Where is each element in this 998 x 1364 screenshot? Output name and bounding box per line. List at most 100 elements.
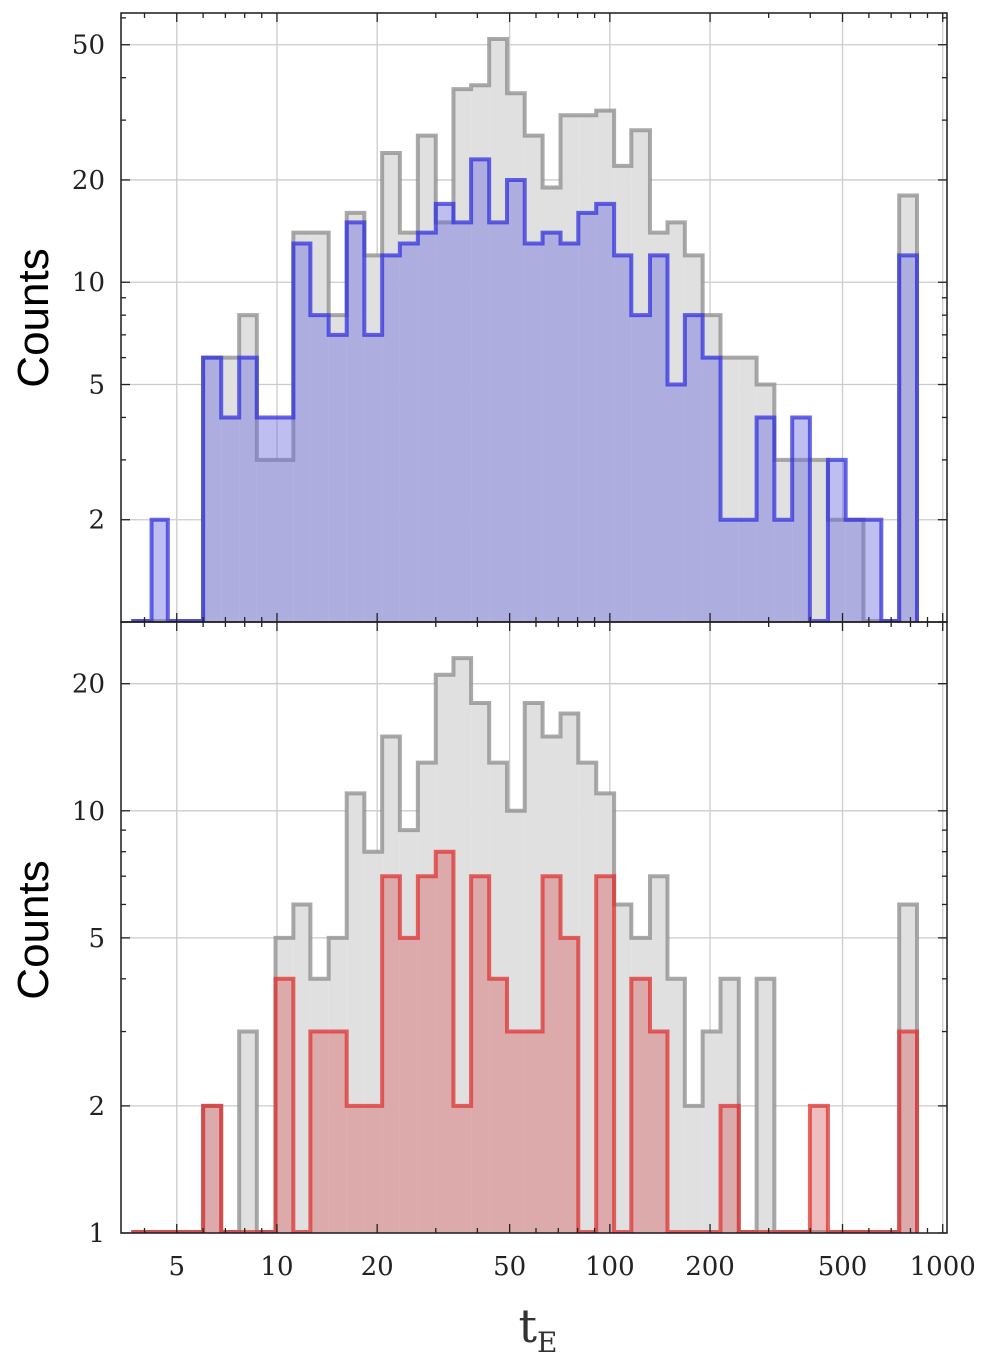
- y-tick-label: 5: [88, 371, 105, 401]
- histogram-bar: [489, 978, 508, 1233]
- histogram-bar: [507, 179, 525, 622]
- x-tick-label: 1000: [910, 1252, 976, 1282]
- histogram-bar: [578, 762, 597, 1233]
- histogram-bar: [275, 978, 294, 1233]
- plot-frame: [120, 621, 948, 1234]
- histogram-bar: [667, 978, 685, 1233]
- histogram-bar: [792, 459, 810, 622]
- histogram-bar: [667, 222, 685, 622]
- histogram-bar: [578, 212, 597, 622]
- y-tick-label: 20: [72, 166, 105, 196]
- x-tick-label: 10: [260, 1252, 293, 1282]
- histogram-bar: [293, 232, 311, 622]
- histogram-bar: [435, 851, 454, 1233]
- histogram-bar: [382, 255, 400, 622]
- y-tick-label: 2: [88, 506, 105, 536]
- histogram-bar: [256, 417, 276, 622]
- y-tick-label: 50: [72, 31, 105, 61]
- histogram-bar: [702, 1031, 721, 1233]
- histogram-bar: [203, 1105, 222, 1233]
- histogram-bar: [631, 315, 650, 622]
- histogram-bar: [899, 1031, 918, 1233]
- histogram-bar: [435, 222, 454, 622]
- y-tick-label: 20: [72, 670, 105, 700]
- histogram-bar: [382, 736, 400, 1233]
- x-tick-label: 200: [685, 1252, 735, 1282]
- histogram-bar: [684, 1105, 703, 1233]
- histogram-bar: [239, 1031, 257, 1233]
- histogram-bar: [702, 315, 721, 622]
- y-tick-label: 2: [88, 1092, 105, 1122]
- histogram-bar: [453, 658, 472, 1233]
- histogram-bar: [720, 519, 739, 622]
- histogram-bar: [542, 736, 561, 1233]
- histogram-bar: [827, 459, 846, 622]
- histogram-bar: [346, 222, 365, 622]
- histogram-bar: [631, 978, 650, 1233]
- histogram-bar: [774, 459, 793, 622]
- histogram-bar: [845, 519, 864, 622]
- histogram-bar: [899, 904, 918, 1233]
- histogram-bar: [328, 334, 347, 622]
- histogram-bar: [203, 357, 222, 622]
- histogram-bar: [560, 243, 579, 622]
- histogram-bar: [863, 519, 882, 622]
- histogram-bar: [364, 1105, 383, 1233]
- histogram-outline: [131, 849, 920, 1233]
- histogram-bar: [489, 222, 508, 622]
- histogram-bar: [399, 830, 418, 1233]
- histogram-bar: [399, 937, 418, 1233]
- histogram-bar: [364, 851, 383, 1233]
- histogram-bar: [453, 222, 472, 622]
- histogram-outline: [131, 36, 920, 622]
- histogram-bar: [203, 1105, 222, 1233]
- histogram-bar: [310, 315, 329, 622]
- histogram-bar: [310, 978, 329, 1233]
- histogram-bar: [684, 255, 703, 622]
- histogram-bar: [667, 384, 685, 622]
- histogram-bar: [649, 232, 668, 622]
- top-y-axis-title: Counts: [9, 248, 58, 387]
- histogram-bar: [151, 519, 168, 622]
- histogram-bar: [684, 315, 703, 622]
- x-axis-title-main: t: [519, 1299, 538, 1353]
- top-histogram-panel: 2 5 10 20 50: [72, 12, 948, 623]
- histogram-bar: [649, 1031, 668, 1233]
- histogram-bar: [382, 876, 400, 1233]
- histogram-bar: [614, 165, 632, 622]
- histogram-bar: [364, 255, 383, 622]
- histogram-bar: [631, 937, 650, 1233]
- histogram-bar: [738, 519, 757, 622]
- histogram-bar: [399, 232, 418, 622]
- histogram-bar: [792, 417, 810, 622]
- histogram-series-subset: [131, 849, 920, 1233]
- histogram-series-subset: [131, 157, 920, 622]
- x-axis-title: tE: [519, 1299, 558, 1359]
- histogram-bar: [845, 519, 864, 622]
- axis-ticks: [121, 13, 947, 623]
- histogram-bar: [417, 762, 436, 1233]
- histogram-bar: [346, 1105, 365, 1233]
- histogram-bar: [809, 459, 828, 622]
- histogram-bar: [382, 153, 400, 622]
- histogram-bar: [293, 243, 311, 622]
- histogram-bar: [489, 38, 508, 622]
- histogram-bar: [471, 703, 490, 1233]
- histogram-bar: [507, 810, 525, 1233]
- histogram-bar: [524, 703, 543, 1233]
- histogram-bar: [310, 1031, 329, 1233]
- axis-ticks: [121, 622, 947, 1234]
- histogram-bar: [453, 1105, 472, 1233]
- histogram-bar: [256, 459, 276, 622]
- x-tick-label: 20: [361, 1252, 394, 1282]
- histogram-bar: [720, 1105, 739, 1233]
- histogram-bar: [560, 713, 579, 1233]
- histogram-bar: [614, 255, 632, 622]
- histogram-bar: [471, 876, 490, 1233]
- histogram-bar: [596, 203, 615, 622]
- histogram-bar: [417, 135, 436, 622]
- histogram-bar: [756, 417, 775, 622]
- y-tick-label: 5: [88, 924, 105, 954]
- histogram-bar: [221, 417, 240, 622]
